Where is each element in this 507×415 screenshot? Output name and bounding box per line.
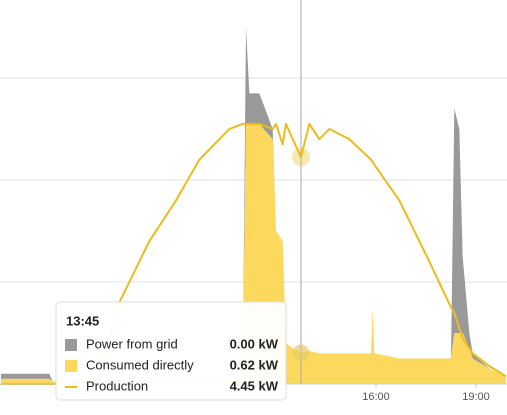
area-grid [1,27,506,382]
tooltip: 13:45 Power from grid 0.00 kW Consumed dire… [55,301,287,401]
tooltip-value: 0.62 kW [230,357,279,372]
hover-dot [293,344,309,361]
tooltip-name: Production [86,378,148,393]
tooltip-name: Power from grid [86,336,178,351]
tooltip-box [55,301,287,401]
tooltip-title: 13:45 [66,313,99,328]
x-tick-label: 19:00 [462,391,490,403]
area-consumed [1,123,506,384]
tooltip-swatch [65,360,77,372]
tooltip-swatch [65,339,77,351]
x-tick-label: 16:00 [362,391,390,403]
line-production [1,122,507,385]
tooltip-name: Consumed directly [86,357,194,372]
tooltip-value: 0.00 kW [230,336,279,351]
hover-dot [292,148,310,167]
tooltip-value: 4.45 kW [230,378,279,393]
